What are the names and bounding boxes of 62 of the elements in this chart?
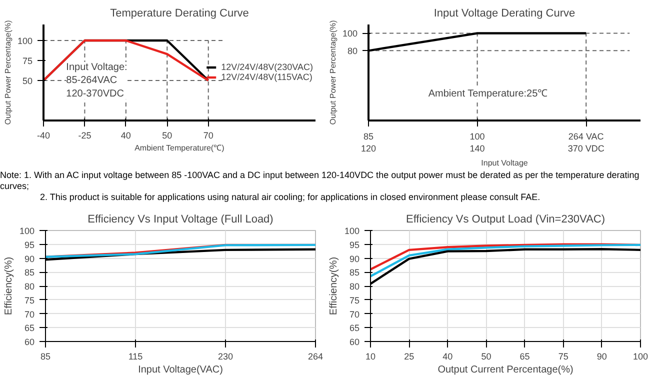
legend-label: 12V/24V/48V(115VAC) bbox=[221, 72, 312, 82]
text: Note: 1. With an AC input voltage between 85 -100VAC and a DC input between 120-140VDC the output power must be derated as per the temperature derating curves; bbox=[0, 170, 640, 192]
y-tick-label: 65 bbox=[24, 323, 35, 334]
y-tick-label: 60 bbox=[349, 337, 360, 347]
y-tick-label: 95 bbox=[349, 240, 360, 250]
y-tick-label: 60 bbox=[24, 337, 35, 347]
y-tick-label: 80 bbox=[347, 46, 358, 56]
y-tick-label: 100 bbox=[17, 36, 33, 46]
y-tick-label: 100 bbox=[19, 226, 35, 236]
y-tick-label: 90 bbox=[349, 254, 360, 264]
chart-title: Temperature Derating Curve bbox=[110, 8, 249, 20]
x-tick-label: 100 bbox=[632, 352, 648, 362]
y-tick-label: 70 bbox=[349, 309, 360, 320]
x-tick-label: 40 bbox=[120, 130, 131, 140]
y-tick-label: 75 bbox=[24, 295, 35, 306]
x-tick-label: 50 bbox=[162, 130, 172, 140]
y-tick-label: 65 bbox=[349, 323, 360, 334]
chart-title: Efficiency Vs Input Voltage (Full Load) bbox=[88, 214, 274, 226]
text: 2. This product is suitable for applications using natural air cooling; for applications in closed environment please consult FAE. bbox=[39, 192, 542, 203]
y-axis-title: Efficiency(%) bbox=[328, 256, 340, 316]
annotation: Ambient Temperature:25℃ bbox=[428, 88, 548, 100]
x-tick-label: -25 bbox=[78, 130, 92, 140]
y-tick-label: 100 bbox=[342, 28, 358, 39]
y-tick-label: 85 bbox=[349, 268, 360, 278]
x-tick-label: 10 bbox=[365, 352, 376, 362]
x-axis-title: Ambient Temperature(℃) bbox=[134, 144, 225, 152]
y-axis-title: Efficiency(%) bbox=[3, 256, 14, 316]
x-tick-label: 264 bbox=[308, 352, 324, 362]
chart-title: Efficiency Vs Output Load (Vin=230VAC) bbox=[406, 214, 606, 226]
y-tick-label: 75 bbox=[349, 295, 360, 306]
chart-title: Input Voltage Derating Curve bbox=[434, 8, 576, 20]
y-tick-label: 95 bbox=[24, 240, 35, 250]
x-axis-title: Input Voltage(VAC) bbox=[138, 364, 223, 376]
y-tick-label: 90 bbox=[24, 254, 35, 264]
y-tick-label: 80 bbox=[349, 282, 360, 292]
x-tick-label: 230 bbox=[218, 352, 234, 362]
y-tick-label: 70 bbox=[24, 309, 35, 320]
annotation: Input Voltage: 85-264VAC 120-370VDC bbox=[66, 62, 128, 100]
y-axis-title: Output Power Percentage(%) bbox=[3, 20, 12, 125]
x-tick-label: 264 VAC 370 VDC bbox=[568, 132, 605, 154]
x-tick-label: 65 bbox=[520, 352, 530, 362]
x-axis-title: Input Voltage bbox=[481, 158, 528, 168]
x-tick-label: 100 140 bbox=[470, 132, 485, 154]
y-tick-label: 50 bbox=[22, 76, 33, 86]
line-series bbox=[370, 244, 640, 278]
y-tick-label: 75 bbox=[22, 56, 33, 66]
x-tick-label: -40 bbox=[36, 130, 50, 140]
x-tick-label: 75 bbox=[558, 352, 568, 362]
y-axis-title: Output Power Percentage(%) bbox=[328, 20, 338, 125]
y-tick-label: 85 bbox=[24, 268, 35, 278]
x-tick-label: 85 bbox=[40, 352, 51, 362]
x-tick-label: 25 bbox=[404, 352, 414, 362]
x-tick-label: 50 bbox=[481, 352, 492, 362]
x-tick-label: 40 bbox=[442, 352, 453, 362]
x-tick-label: 115 bbox=[128, 352, 143, 362]
x-tick-label: 90 bbox=[596, 352, 607, 362]
y-tick-label: 100 bbox=[344, 226, 360, 236]
x-tick-label: 85 120 bbox=[360, 132, 376, 154]
legend-label: 12V/24V/48V(230VAC) bbox=[221, 62, 313, 72]
x-tick-label: 70 bbox=[203, 130, 214, 140]
x-axis-title: Output Current Percentage(%) bbox=[438, 364, 574, 376]
y-tick-label: 80 bbox=[24, 282, 35, 292]
